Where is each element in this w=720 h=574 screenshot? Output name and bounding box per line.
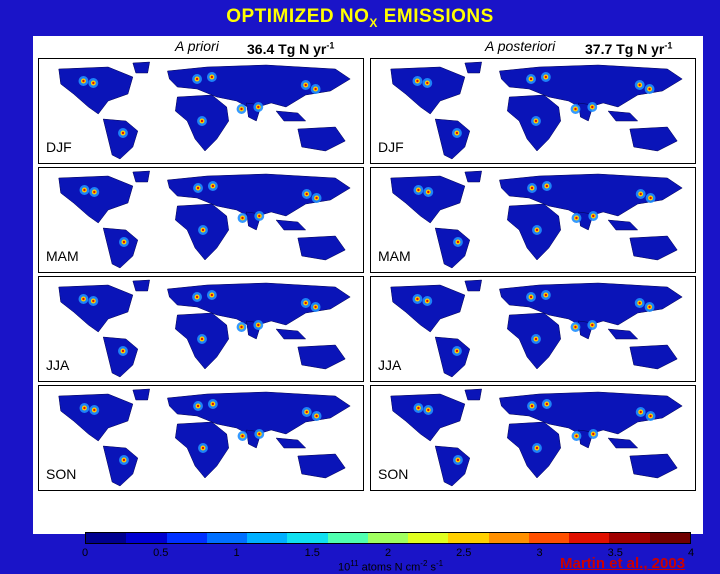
world-map	[371, 386, 695, 490]
citation: Martin et al., 2003	[560, 555, 686, 572]
apriori-total: 36.4 Tg N yr	[247, 40, 327, 57]
figure-panel: A priori 36.4 Tg N yr-1 A posteriori 37.…	[33, 36, 703, 574]
colorbar-swatch	[86, 533, 127, 543]
colorbar-swatch	[569, 533, 610, 543]
season-label: SON	[45, 466, 78, 482]
apriori-label: A priori	[175, 38, 219, 54]
colorbar-swatch	[367, 533, 409, 543]
world-map	[371, 277, 695, 381]
colorbar-swatch	[287, 533, 328, 543]
colorbar-tick-label: 1.5	[304, 547, 320, 559]
colorbar-swatch	[448, 533, 489, 543]
colorbar-swatch	[247, 533, 288, 543]
header-aposteriori: A posteriori	[485, 38, 555, 56]
emissions-map: SON	[370, 385, 696, 491]
colorbar-swatch	[528, 533, 570, 543]
colorbar	[85, 532, 691, 544]
emissions-map: JJA	[38, 276, 364, 382]
emissions-map: SON	[38, 385, 364, 491]
slide: { "title": {"main": "OPTIMIZED NO", "sub…	[33, 6, 703, 574]
season-label: MAM	[377, 248, 412, 264]
aposteriori-total: 37.7 Tg N yr	[585, 40, 665, 57]
colorbar-swatch	[327, 533, 368, 543]
colorbar-swatch	[649, 533, 690, 543]
colorbar-tick-label: 0	[81, 547, 89, 559]
world-map	[39, 277, 363, 381]
emissions-map: DJF	[370, 58, 696, 164]
emissions-map: DJF	[38, 58, 364, 164]
season-label: JJA	[45, 357, 71, 373]
colorbar-swatch	[126, 533, 167, 543]
colorbar-swatch	[488, 533, 529, 543]
aposteriori-label: A posteriori	[485, 38, 556, 54]
colorbar-tick-label: 4	[687, 547, 695, 559]
season-label: MAM	[45, 248, 80, 264]
colorbar-tick-label: 2	[384, 547, 392, 559]
season-label: JJA	[377, 357, 403, 373]
colorbar-swatch	[206, 533, 248, 543]
season-label: DJF	[377, 139, 405, 155]
world-map	[371, 168, 695, 272]
slide-title: OPTIMIZED NOX EMISSIONS	[226, 6, 494, 30]
colorbar-swatch	[609, 533, 650, 543]
header-apriori-total: 36.4 Tg N yr-1	[247, 40, 335, 57]
world-map	[39, 386, 363, 490]
emissions-map: MAM	[370, 167, 696, 273]
world-map	[39, 59, 363, 163]
colorbar-tick-label: 1	[233, 547, 240, 559]
colorbar-unit: 1011 atoms N cm-2 s-1	[338, 559, 444, 574]
colorbar-tick-label: 3	[536, 547, 543, 559]
emissions-map: JJA	[370, 276, 696, 382]
colorbar-tick-label: 0.5	[153, 547, 169, 559]
world-map	[39, 168, 363, 272]
world-map	[371, 59, 695, 163]
colorbar-tick-label: 2.5	[456, 547, 472, 559]
colorbar-swatch	[166, 533, 207, 543]
emissions-map: MAM	[38, 167, 364, 273]
season-label: SON	[377, 466, 410, 482]
colorbar-swatch	[408, 533, 449, 543]
season-label: DJF	[45, 139, 73, 155]
header-apriori: A priori	[175, 38, 219, 56]
header-aposteriori-total: 37.7 Tg N yr-1	[585, 40, 673, 57]
